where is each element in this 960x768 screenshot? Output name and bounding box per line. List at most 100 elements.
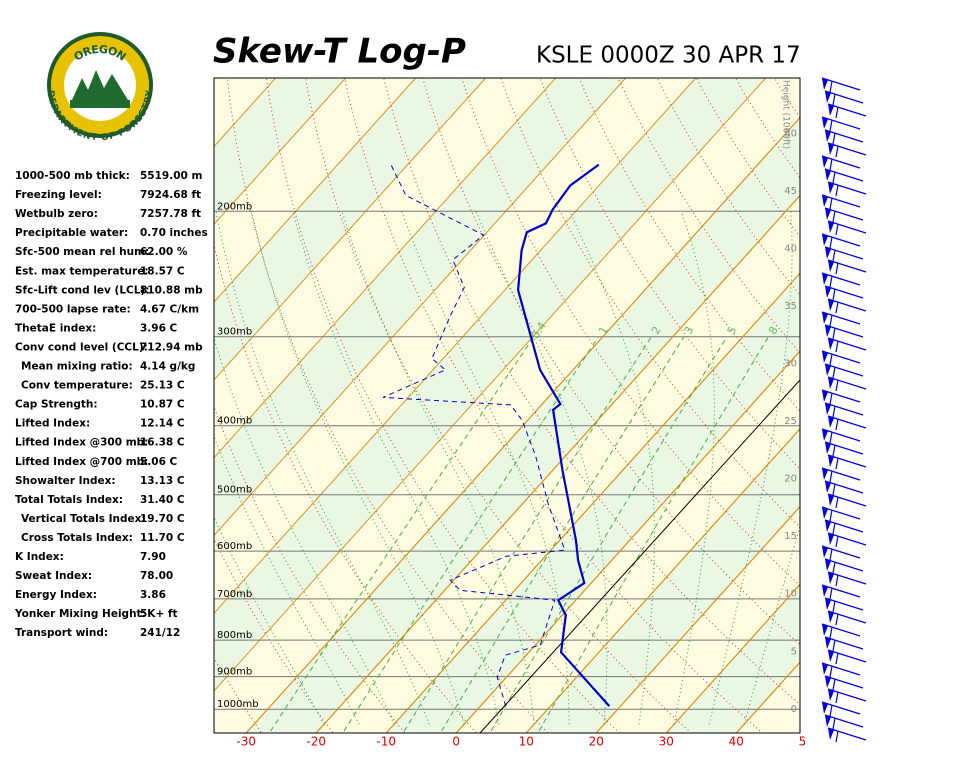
barb-feather <box>829 80 833 93</box>
index-label: ThetaE index: <box>15 322 96 334</box>
barb-flag <box>822 546 828 558</box>
index-value: 12.14 C <box>140 418 185 430</box>
wind-barb <box>827 649 867 665</box>
barb-feather <box>835 730 839 743</box>
barb-flag <box>828 494 834 506</box>
index-label: Est. max temperature: <box>15 265 149 277</box>
mixing-ratio-line <box>342 336 600 733</box>
wind-barb <box>827 142 867 158</box>
barb-flag <box>828 377 834 389</box>
barb-staff <box>824 246 864 260</box>
wind-barb <box>824 636 864 652</box>
index-value: 712.94 mb <box>140 341 203 353</box>
logo: OREGON DEPARTMENT OF FORESTRY <box>45 32 155 143</box>
y2-tick-label: 10 <box>784 589 797 600</box>
wind-barb <box>827 532 867 548</box>
barb-feather <box>832 288 836 301</box>
index-value: 62.00 % <box>140 246 188 258</box>
y-tick-label: 200mb <box>217 201 252 212</box>
barb-staff <box>821 623 861 637</box>
index-label: Energy Index: <box>15 589 97 601</box>
y2-tick-label: 25 <box>784 416 797 427</box>
barb-staff <box>821 155 861 169</box>
barb-feather <box>835 418 839 431</box>
y-tick-label: 400mb <box>217 416 252 427</box>
x-tick-label: 10 <box>519 735 534 749</box>
barb-staff <box>824 207 864 221</box>
barb-feather <box>829 626 833 639</box>
dry-adiabat <box>836 53 960 739</box>
barb-feather <box>832 444 836 457</box>
y2-tick-label: 0 <box>791 704 797 715</box>
barb-feather <box>832 678 836 691</box>
barb-flag <box>825 169 831 181</box>
moist-adiabat <box>475 211 608 725</box>
barb-flag <box>828 728 834 740</box>
barb-flag <box>822 117 828 129</box>
barb-flag <box>825 130 831 142</box>
index-value: 10.87 C <box>140 399 185 411</box>
y-tick-label: 500mb <box>217 485 252 496</box>
barb-staff <box>827 688 867 702</box>
logo-ground <box>70 100 130 108</box>
logo-trees <box>72 70 128 100</box>
isotherm <box>455 350 800 733</box>
dry-adiabat <box>617 78 800 354</box>
barb-flag <box>822 468 828 480</box>
barb-feather <box>829 431 833 444</box>
barb-staff <box>824 519 864 533</box>
wind-barb <box>824 90 864 106</box>
barb-staff <box>827 376 867 390</box>
wind-barb <box>821 428 861 444</box>
barb-flag <box>825 91 831 103</box>
isotherm-minor <box>214 78 487 381</box>
index-label: Conv cond level (CCL): <box>15 341 148 353</box>
barb-feather <box>835 574 839 587</box>
barb-staff <box>821 506 861 520</box>
index-label: Sweat Index: <box>15 570 92 582</box>
barb-staff <box>824 402 864 416</box>
dry-adiabat <box>797 53 960 739</box>
chart-subtitle: KSLE 0000Z 30 APR 17 <box>536 43 801 69</box>
barb-flag <box>822 702 828 714</box>
barb-flag <box>828 455 834 467</box>
barb-flag <box>825 325 831 337</box>
barb-flag <box>822 507 828 519</box>
mixing-ratio-line <box>489 336 728 733</box>
barb-feather <box>835 691 839 704</box>
barb-feather <box>832 366 836 379</box>
y2-tick-label: 20 <box>784 474 797 485</box>
barb-staff <box>821 428 861 442</box>
wind-barb <box>821 701 861 717</box>
barb-feather <box>832 522 836 535</box>
barb-staff <box>827 298 867 312</box>
barb-feather <box>829 704 833 717</box>
barb-staff <box>827 493 867 507</box>
barb-flag <box>828 611 834 623</box>
barb-feather <box>829 119 833 132</box>
barb-flag <box>822 195 828 207</box>
wind-barb <box>821 545 861 561</box>
barb-feather <box>829 509 833 522</box>
barb-feather <box>832 639 836 652</box>
barb-staff <box>827 532 867 546</box>
wind-barb <box>821 662 861 678</box>
index-value: 19.70 C <box>140 513 185 525</box>
wind-barb <box>827 688 867 704</box>
barb-staff <box>824 441 864 455</box>
barb-staff <box>824 324 864 338</box>
barb-feather <box>832 600 836 613</box>
mixing-ratio-line <box>402 336 652 733</box>
wind-barb <box>827 376 867 392</box>
barb-feather <box>832 483 836 496</box>
index-label: Lifted Index @700 mb: <box>15 456 148 468</box>
y2-tick-label: 15 <box>784 531 797 542</box>
barb-flag <box>828 533 834 545</box>
barb-feather <box>829 392 833 405</box>
wind-barb <box>821 584 861 600</box>
x-tick-label: 50 <box>799 735 814 749</box>
dry-adiabat <box>305 78 692 733</box>
barb-flag <box>825 520 831 532</box>
barb-staff <box>827 454 867 468</box>
barb-feather <box>829 548 833 561</box>
